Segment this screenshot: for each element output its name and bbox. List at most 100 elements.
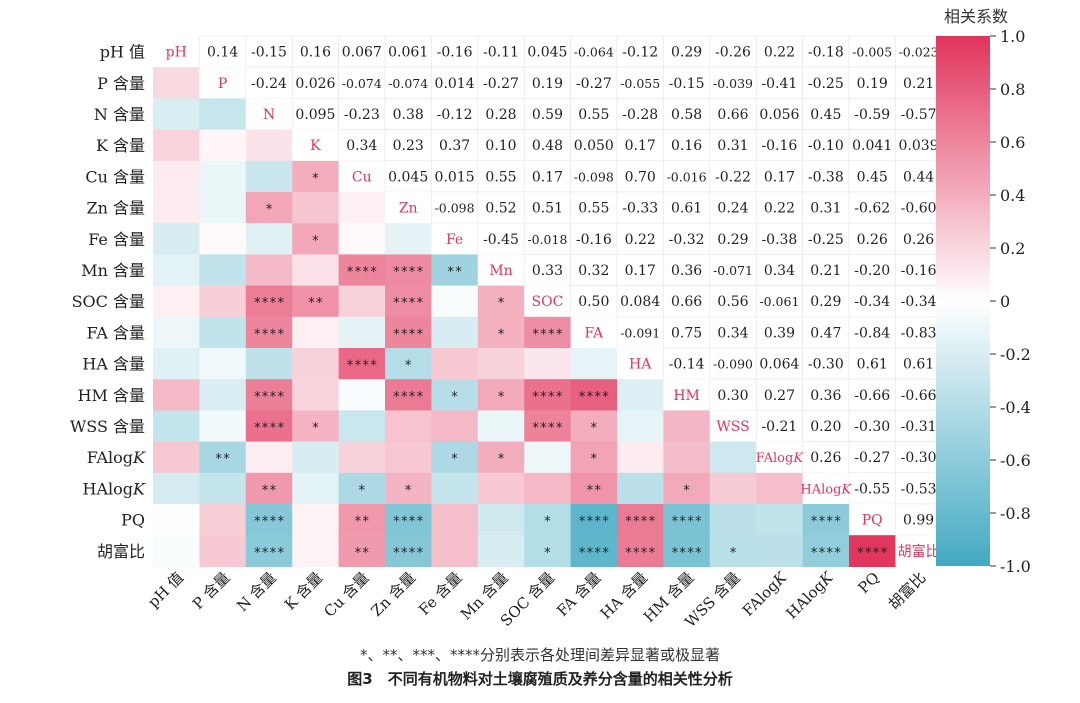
heatmap-cell (617, 379, 664, 411)
coefficient-value: 0.55 (485, 169, 516, 185)
significance-mark: ** (354, 546, 370, 561)
heatmap-cell (292, 441, 340, 474)
significance-mark: **** (253, 390, 284, 405)
coefficient-value: -0.41 (761, 76, 797, 92)
diagonal-cell (709, 410, 757, 442)
heatmap-cell (153, 160, 200, 193)
coefficient-cell (895, 98, 943, 130)
diagonal-cell (524, 285, 571, 317)
diagonal-label: HAlogK (800, 482, 852, 497)
significance-mark: ** (308, 296, 324, 311)
coefficient-cell (709, 191, 757, 224)
coefficient-cell (709, 35, 757, 68)
coefficient-value: 0.55 (578, 107, 609, 123)
heatmap-cell (338, 223, 386, 255)
colorbar-tick-label: -1.0 (1000, 557, 1031, 576)
heatmap-cell (199, 192, 247, 224)
heatmap-cell (570, 472, 618, 505)
colorbar-tick-label: 0.2 (1000, 239, 1025, 258)
coefficient-value: 0.23 (393, 138, 424, 154)
heatmap-cell (477, 316, 525, 349)
diagonal-label: Zn (399, 201, 418, 217)
heatmap-cell (292, 379, 340, 411)
significance-mark: * (497, 452, 505, 467)
coefficient-value: 0.29 (717, 232, 748, 248)
x-axis-label: P 含量 (189, 569, 233, 613)
coefficient-value: 0.21 (903, 76, 934, 92)
significance-mark: **** (625, 515, 656, 530)
coefficient-value: 0.39 (764, 325, 795, 341)
significance-mark: * (451, 452, 459, 467)
x-axis-label: Cu 含量 (320, 569, 372, 621)
heatmap-cell (524, 504, 572, 536)
heatmap-cell (709, 504, 757, 536)
heatmap-cell (385, 441, 432, 474)
coefficient-cell (291, 66, 339, 99)
coefficient-cell (245, 66, 293, 99)
heatmap-cell (524, 535, 572, 567)
diagonal-label: Mn (489, 263, 512, 279)
heatmap-cell (385, 379, 432, 411)
diagonal-label: Fe (446, 232, 463, 248)
coefficient-value: -0.25 (808, 76, 844, 92)
significance-mark: * (404, 359, 412, 374)
heatmap-cell (199, 316, 247, 349)
coefficient-cell (709, 98, 757, 130)
coefficient-cell (663, 160, 711, 193)
coefficient-value: 0.17 (625, 138, 656, 154)
y-axis-label: K 含量 (96, 136, 145, 155)
coefficient-value: -0.27 (854, 450, 890, 466)
coefficient-value: -0.16 (761, 138, 797, 154)
coefficient-value: 0.61 (903, 357, 934, 373)
coefficient-value: 0.32 (578, 263, 609, 279)
heatmap-cell (292, 410, 340, 443)
coefficient-cell (755, 35, 803, 68)
significance-mark: * (311, 171, 319, 186)
coefficient-value: -0.38 (761, 232, 797, 248)
y-axis-label: 胡富比 (97, 542, 145, 561)
coefficient-value: -0.11 (483, 45, 519, 61)
y-axis-label: FAlogK (87, 448, 146, 467)
coefficient-value: 0.19 (857, 76, 888, 92)
heatmap-cell (524, 379, 572, 411)
heatmap-cell (292, 223, 340, 255)
heatmap-cell (617, 535, 664, 567)
heatmap-cell (199, 254, 247, 287)
significance-mark: **** (253, 327, 284, 342)
coefficient-cell (895, 347, 943, 380)
heatmap-cell (431, 535, 479, 567)
diagonal-cell (385, 192, 432, 224)
diagonal-cell (570, 316, 617, 348)
coefficient-value: 0.067 (342, 45, 382, 61)
colorbar-tick-label: -0.6 (1000, 451, 1031, 470)
significance-mark: ** (447, 265, 463, 280)
coefficient-value: -0.016 (667, 169, 707, 184)
heatmap-cell (199, 379, 247, 411)
x-axis-label: pH 值 (144, 569, 187, 612)
significance-mark: **** (810, 515, 841, 530)
diagonal-label: 胡富比 (898, 543, 940, 560)
x-axis-label: K 含量 (281, 569, 326, 614)
coefficient-value: 0.27 (764, 388, 795, 404)
significance-mark: **** (253, 421, 284, 436)
footnote: *、**、***、****分别表示各处理间差异显著或极显著 (359, 646, 720, 664)
coefficient-value: -0.33 (622, 201, 658, 217)
coefficient-value: -0.26 (715, 45, 751, 61)
y-axis-labels: pH 值 P 含量 N 含量 K 含量 Cu 含量 Zn 含量 Fe 含量 Mn 含量 SOC … (70, 43, 146, 561)
coefficient-value: 0.34 (717, 325, 748, 341)
heatmap-cell (338, 535, 386, 567)
significance-mark: **** (578, 390, 609, 405)
colorbar-tick-label: 0.6 (1000, 133, 1025, 152)
heatmap-cell (524, 472, 572, 505)
coefficient-cell (523, 66, 571, 99)
coefficient-cell (802, 347, 850, 380)
heatmap-cell (338, 348, 386, 380)
coefficient-value: 0.14 (207, 45, 238, 61)
heatmap-cell (477, 441, 525, 474)
coefficient-value: 0.45 (857, 169, 888, 185)
significance-mark: * (404, 483, 412, 498)
diagonal-label: Cu (352, 169, 372, 185)
significance-mark: **** (393, 515, 424, 530)
